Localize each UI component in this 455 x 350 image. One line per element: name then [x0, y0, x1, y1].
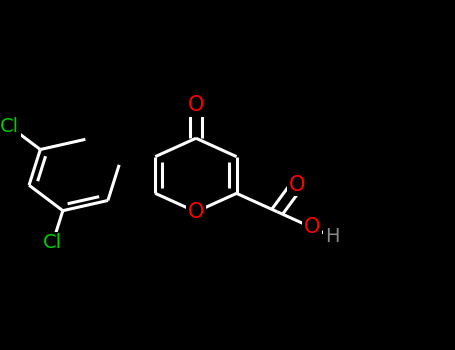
Text: Cl: Cl: [0, 117, 20, 136]
Text: O: O: [303, 217, 320, 237]
Text: O: O: [289, 175, 305, 195]
Text: Cl: Cl: [43, 233, 62, 252]
Text: O: O: [188, 95, 204, 115]
Text: H: H: [325, 227, 339, 246]
Text: O: O: [188, 202, 204, 222]
